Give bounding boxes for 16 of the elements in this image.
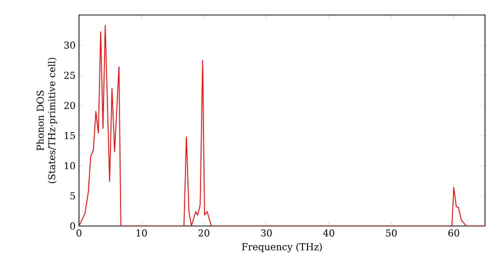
x-tick-label: 0 xyxy=(76,229,82,237)
y-tick-label: 25 xyxy=(64,72,75,79)
x-tick-label: 30 xyxy=(261,229,272,237)
x-tick-label: 10 xyxy=(136,229,147,237)
x-tick-label: 20 xyxy=(198,229,210,237)
y-axis-title: Phonon DOS (States/THz·primitive cell) xyxy=(36,58,58,184)
y-tick-label: 10 xyxy=(64,162,76,170)
x-tick-label: 40 xyxy=(323,229,334,237)
y-tick-label: 5 xyxy=(70,192,75,200)
y-tick-label: 15 xyxy=(64,132,75,140)
y-tick-label: 30 xyxy=(64,42,76,49)
y-tick-label: 0 xyxy=(70,222,76,230)
x-tick-label: 60 xyxy=(448,229,460,237)
x-tick-label: 50 xyxy=(386,229,397,237)
x-axis-title: Frequency (THz) xyxy=(242,243,322,252)
y-tick-label: 20 xyxy=(64,102,76,110)
